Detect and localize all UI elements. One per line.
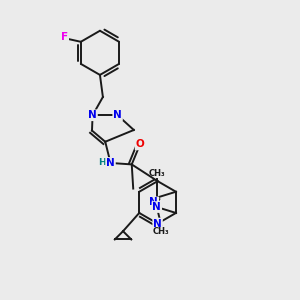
Text: N: N xyxy=(113,110,122,120)
Text: F: F xyxy=(61,32,68,42)
Text: CH₃: CH₃ xyxy=(153,227,169,236)
Text: N: N xyxy=(153,219,162,229)
Text: N: N xyxy=(106,158,115,168)
Text: O: O xyxy=(136,140,144,149)
Text: CH₃: CH₃ xyxy=(148,169,165,178)
Text: N: N xyxy=(149,197,158,207)
Text: N: N xyxy=(152,202,161,212)
Text: H: H xyxy=(98,158,106,167)
Text: N: N xyxy=(88,110,97,120)
